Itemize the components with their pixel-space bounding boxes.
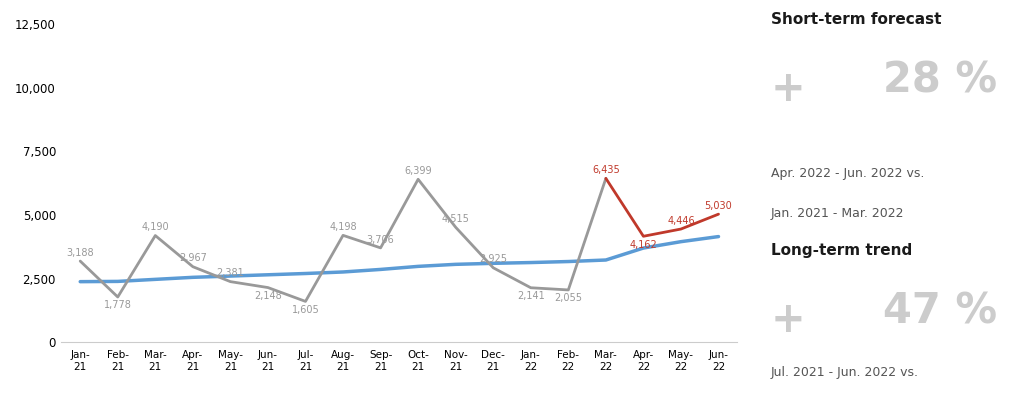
Text: +: + [771,298,806,341]
Text: Jul. 2021 - Jun. 2022 vs.: Jul. 2021 - Jun. 2022 vs. [771,366,920,379]
Text: 4,162: 4,162 [630,240,657,250]
Text: 3,188: 3,188 [67,248,94,258]
Text: 2,925: 2,925 [479,254,507,264]
Text: Jan. 2021 - Mar. 2022: Jan. 2021 - Mar. 2022 [771,207,904,220]
Text: 1,605: 1,605 [292,305,319,315]
Text: 28 %: 28 % [884,60,997,102]
Text: 4,515: 4,515 [441,214,470,224]
Text: 3,706: 3,706 [367,234,394,244]
Text: 1,778: 1,778 [103,300,132,310]
Text: 2,967: 2,967 [179,254,207,263]
Text: Apr. 2022 - Jun. 2022 vs.: Apr. 2022 - Jun. 2022 vs. [771,167,925,180]
Text: 4,446: 4,446 [668,216,694,226]
Text: +: + [771,68,806,110]
Text: 2,381: 2,381 [216,268,245,278]
Text: 4,190: 4,190 [141,222,169,232]
Text: 6,399: 6,399 [404,166,432,176]
Text: 2,141: 2,141 [517,291,545,301]
Text: 2,148: 2,148 [254,291,282,301]
Text: 47 %: 47 % [884,291,997,333]
Text: 5,030: 5,030 [705,201,732,211]
Text: 2,055: 2,055 [554,293,583,303]
Text: 4,198: 4,198 [330,222,356,232]
Text: 6,435: 6,435 [592,165,620,175]
Text: Long-term trend: Long-term trend [771,243,912,258]
Text: Short-term forecast: Short-term forecast [771,12,942,27]
